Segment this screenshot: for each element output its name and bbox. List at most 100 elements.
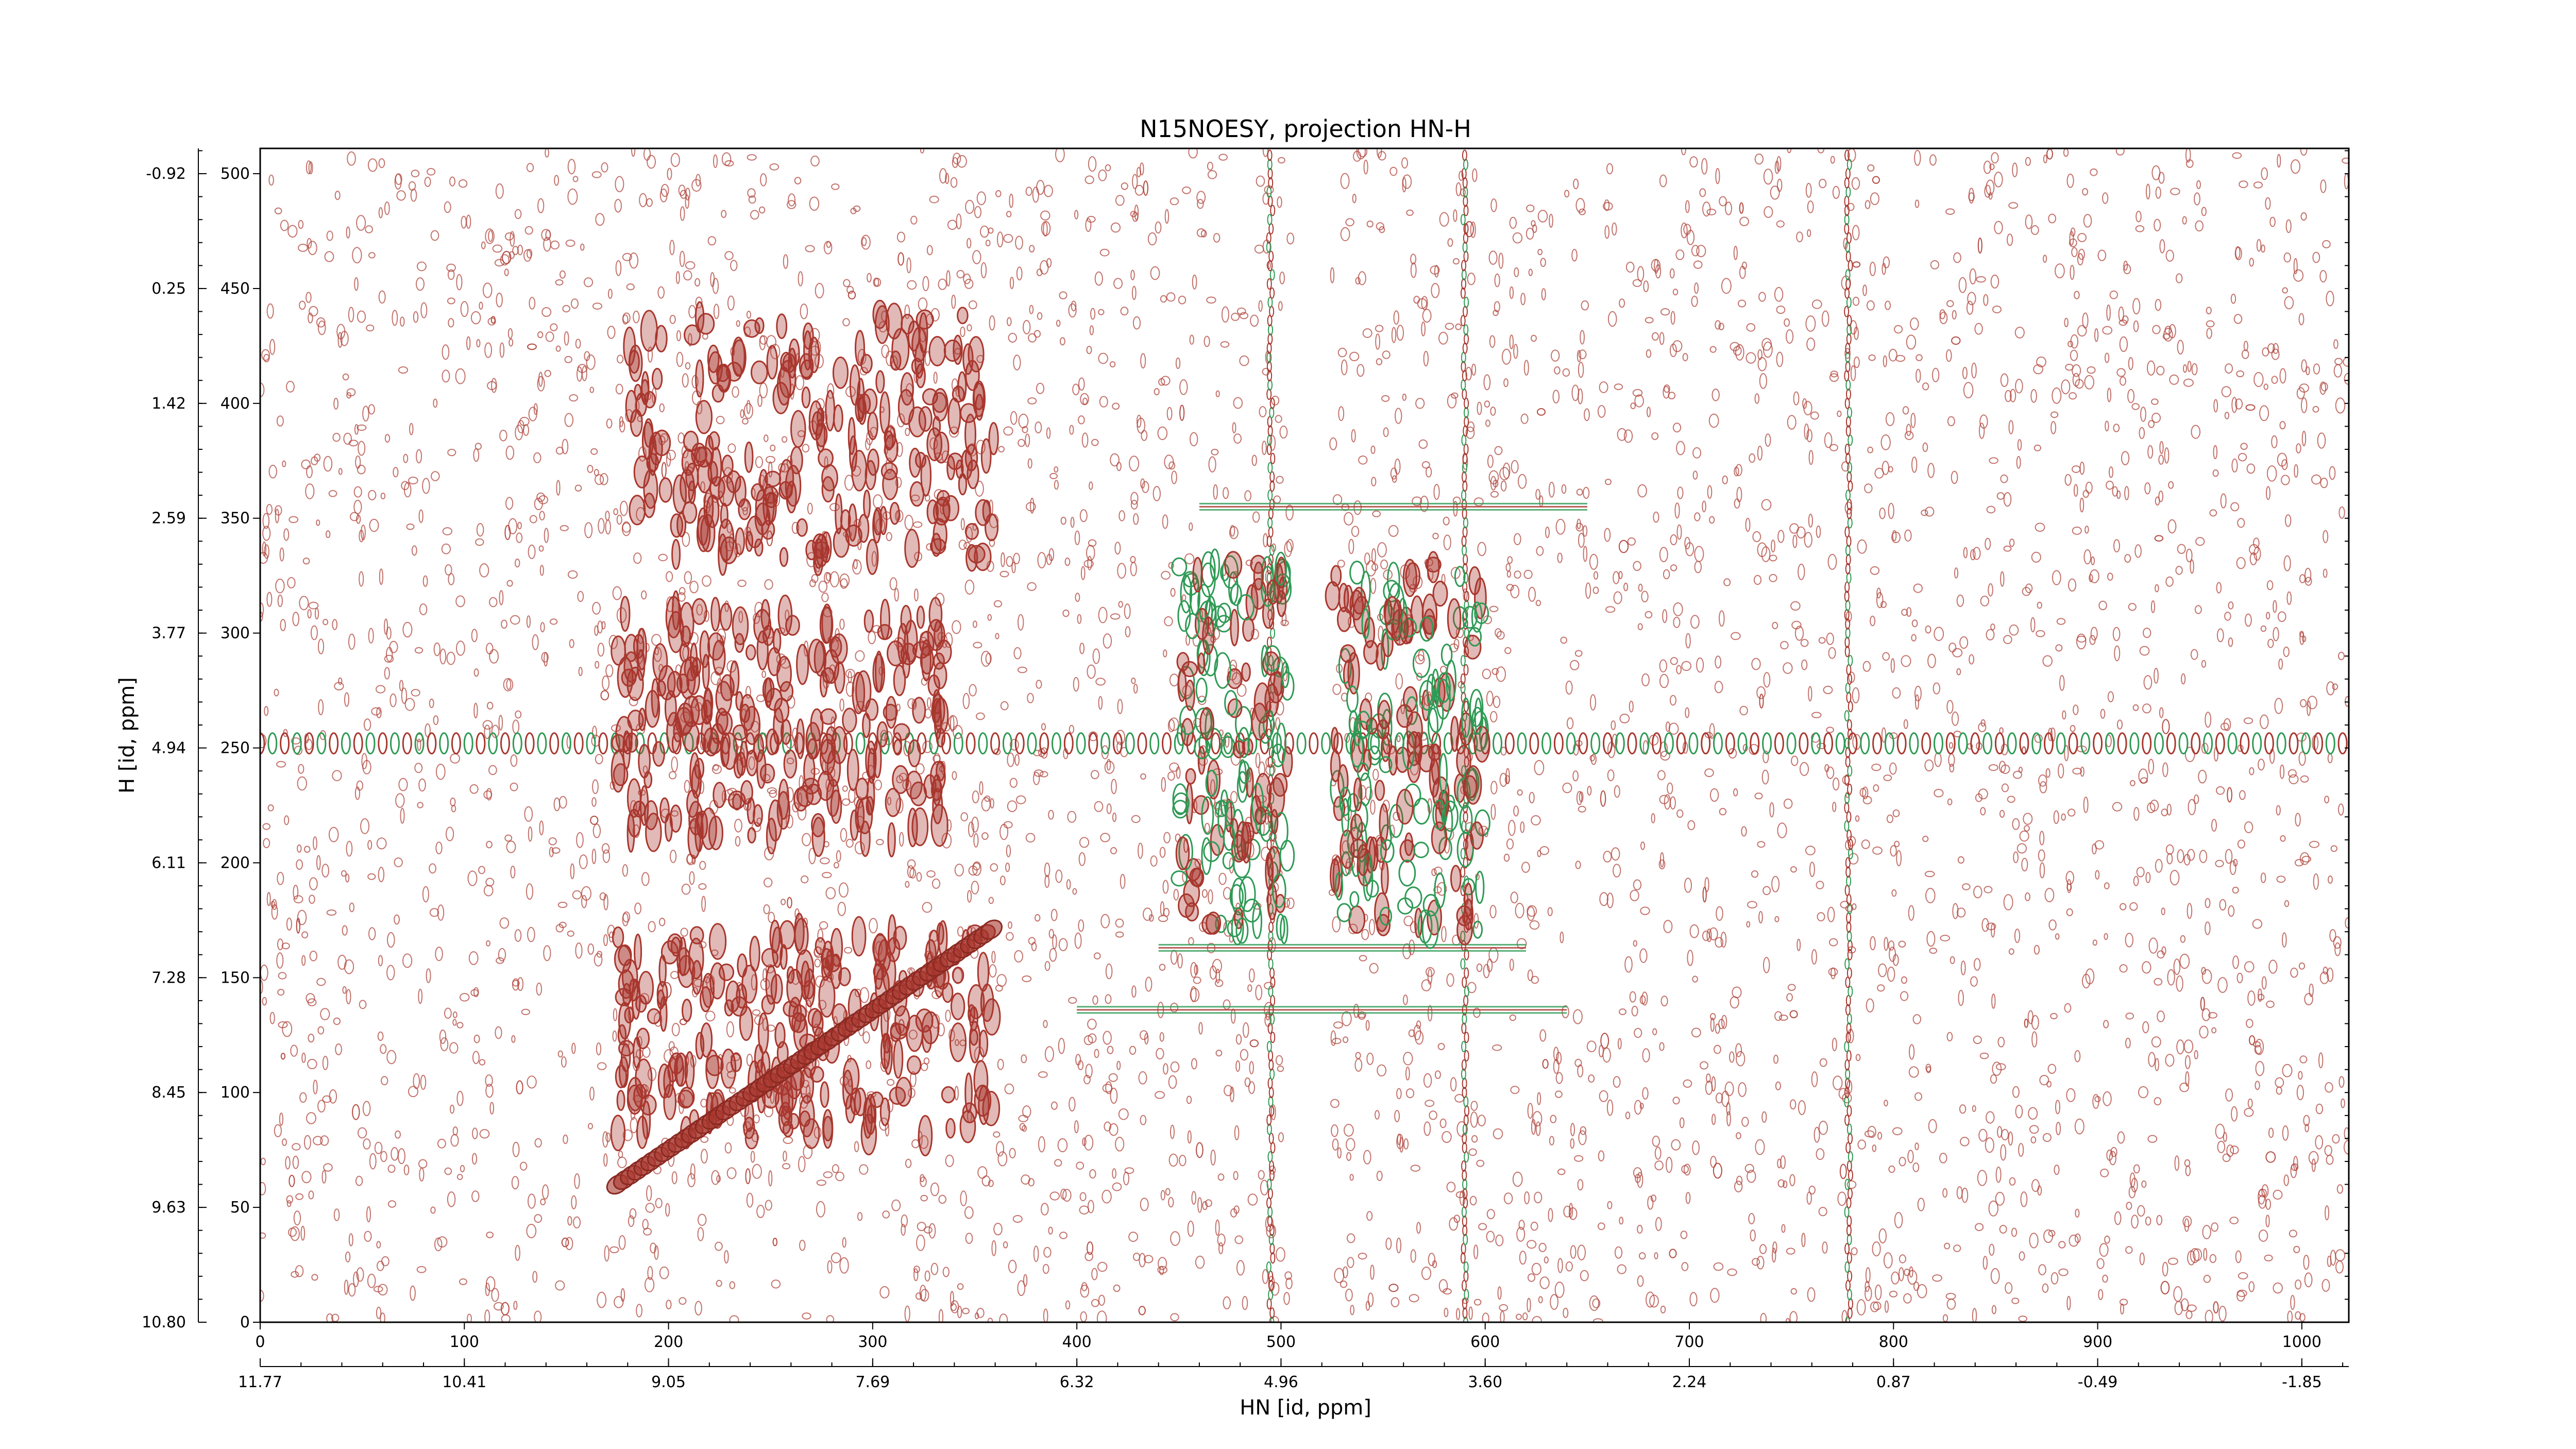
noise-contour <box>1997 1037 2005 1048</box>
noise-contour <box>1986 1111 1995 1124</box>
noise-contour <box>1917 1284 1927 1299</box>
noise-contour <box>1988 1200 1998 1217</box>
noise-contour <box>1013 552 1020 565</box>
noise-contour <box>1165 1188 1171 1196</box>
noise-contour <box>596 1042 602 1056</box>
noise-contour <box>514 559 520 568</box>
noise-contour <box>484 1309 490 1322</box>
noise-contour <box>326 230 333 241</box>
noise-contour <box>1284 1271 1292 1280</box>
noise-contour <box>348 440 359 447</box>
noise-contour <box>285 1156 291 1170</box>
noise-contour <box>676 351 684 367</box>
noise-contour <box>1786 1318 1790 1322</box>
noise-contour <box>1885 412 1895 426</box>
noise-contour <box>1630 889 1639 902</box>
noise-contour <box>346 989 351 1004</box>
noise-contour <box>368 490 377 500</box>
noise-contour <box>1811 1071 1818 1087</box>
noise-contour <box>2261 976 2267 990</box>
noise-contour <box>2239 180 2248 189</box>
noise-contour <box>704 976 710 984</box>
noise-contour <box>684 571 692 584</box>
noise-contour <box>2256 239 2262 252</box>
peak-contour <box>761 520 775 540</box>
noise-contour <box>1638 583 1643 592</box>
noise-contour <box>1706 1073 1711 1083</box>
noise-contour <box>1188 148 1198 159</box>
noise-contour <box>1580 330 1585 345</box>
noise-contour <box>964 1206 974 1219</box>
noise-contour <box>1249 968 1255 983</box>
noise-contour <box>2073 704 2079 715</box>
noise-contour <box>1647 1195 1654 1210</box>
noise-contour <box>650 1242 657 1254</box>
noise-contour <box>1978 788 1988 800</box>
noise-contour <box>1974 323 1983 335</box>
noise-contour <box>603 894 608 911</box>
noise-contour <box>1156 1048 1164 1060</box>
noise-contour <box>1829 373 1839 382</box>
noise-contour <box>544 528 549 543</box>
noise-contour <box>1490 407 1496 416</box>
noise-contour <box>952 771 957 780</box>
noise-contour <box>333 1017 341 1025</box>
noise-contour <box>1575 523 1584 532</box>
noise-contour <box>995 984 1003 992</box>
noise-contour <box>1112 812 1117 822</box>
noise-contour <box>267 804 274 812</box>
noise-contour <box>1888 1165 1895 1173</box>
noise-contour <box>1934 627 1944 641</box>
noise-contour <box>1144 1033 1149 1045</box>
noise-contour <box>1230 1086 1234 1103</box>
noise-contour <box>1700 1061 1708 1070</box>
noise-contour <box>2165 1054 2175 1067</box>
peak-contour <box>640 310 658 352</box>
noise-contour <box>1722 475 1728 484</box>
peak-contour <box>928 336 946 366</box>
noise-contour <box>1946 1032 1953 1042</box>
noise-contour <box>1482 668 1492 680</box>
noise-contour <box>1277 196 1282 208</box>
noise-contour <box>1157 426 1168 440</box>
noise-contour <box>2142 961 2151 974</box>
noise-contour <box>1279 272 1285 284</box>
noise-contour <box>1079 1192 1087 1202</box>
noise-contour <box>1573 743 1579 756</box>
noise-contour <box>573 1216 581 1229</box>
noise-contour <box>993 748 1001 755</box>
noise-contour <box>802 1080 809 1088</box>
noise-contour <box>1132 316 1141 330</box>
noise-contour <box>1140 1030 1148 1040</box>
noise-contour <box>600 473 608 485</box>
noise-contour <box>387 1165 396 1173</box>
noise-contour <box>1506 570 1511 578</box>
noise-contour <box>476 523 484 537</box>
noise-contour <box>475 538 484 546</box>
noise-contour <box>1659 852 1665 868</box>
noise-contour <box>1501 348 1512 365</box>
noise-contour <box>916 1234 925 1251</box>
noise-contour <box>905 428 910 436</box>
noise-contour <box>906 257 911 274</box>
noise-contour <box>332 433 341 442</box>
noise-contour <box>1578 805 1586 813</box>
noise-contour <box>989 315 995 331</box>
noise-contour <box>1098 169 1107 181</box>
noise-contour <box>1371 548 1376 564</box>
noise-contour <box>2159 441 2164 454</box>
noise-contour <box>1456 1121 1467 1137</box>
noise-contour <box>1933 682 1941 695</box>
noise-contour <box>1431 283 1440 298</box>
noise-contour <box>406 523 415 530</box>
noise-contour <box>713 154 718 169</box>
noise-contour <box>1630 402 1636 410</box>
noise-contour <box>2300 699 2307 707</box>
noise-contour <box>2327 1255 2332 1267</box>
noise-contour <box>1096 1310 1107 1322</box>
noise-contour <box>1761 769 1769 785</box>
noise-contour <box>2155 584 2159 593</box>
noise-contour <box>1789 1311 1798 1322</box>
noise-contour <box>565 1237 573 1251</box>
noise-contour <box>1715 168 1720 184</box>
